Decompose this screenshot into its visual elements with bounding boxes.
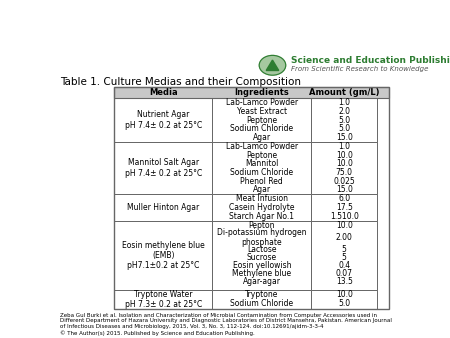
Circle shape <box>259 55 286 75</box>
Text: Peptone: Peptone <box>246 116 277 125</box>
Text: Agar-agar: Agar-agar <box>243 277 281 286</box>
Text: Casein Hydrolyte: Casein Hydrolyte <box>229 203 295 212</box>
Text: Yeast Extract: Yeast Extract <box>237 107 287 116</box>
Bar <box>212 194 311 221</box>
Text: 5: 5 <box>342 245 346 254</box>
Bar <box>311 221 377 290</box>
Text: 10.0: 10.0 <box>336 290 353 299</box>
Text: Di-potassium hydrogen
phosphate: Di-potassium hydrogen phosphate <box>217 228 306 247</box>
Text: Phenol Red: Phenol Red <box>240 176 283 186</box>
Text: 10.0: 10.0 <box>336 159 353 168</box>
Text: Tryptone: Tryptone <box>245 290 279 299</box>
Text: 2.0: 2.0 <box>338 107 350 116</box>
Text: Sodium Chloride: Sodium Chloride <box>230 168 293 177</box>
Text: 5.0: 5.0 <box>338 299 350 309</box>
Text: Peptone: Peptone <box>246 150 277 160</box>
Text: Media: Media <box>149 88 177 97</box>
Bar <box>114 194 212 221</box>
Text: 5.0: 5.0 <box>338 124 350 134</box>
Text: Sodium Chloride: Sodium Chloride <box>230 299 293 309</box>
Text: Lab-Lamco Powder: Lab-Lamco Powder <box>226 98 298 107</box>
Text: 0.025: 0.025 <box>333 176 355 186</box>
Text: Eosin methylene blue
(EMB)
pH7.1±0.2 at 25°C: Eosin methylene blue (EMB) pH7.1±0.2 at … <box>122 241 204 270</box>
Text: 0.07: 0.07 <box>336 269 353 278</box>
Text: 1.510.0: 1.510.0 <box>330 212 359 221</box>
Bar <box>114 98 212 142</box>
Text: 5: 5 <box>342 253 346 262</box>
Text: Nutrient Agar
pH 7.4± 0.2 at 25°C: Nutrient Agar pH 7.4± 0.2 at 25°C <box>125 111 202 130</box>
Bar <box>114 88 389 309</box>
Text: 17.5: 17.5 <box>336 203 353 212</box>
Text: Starch Agar No.1: Starch Agar No.1 <box>230 212 294 221</box>
Text: 10.0: 10.0 <box>336 221 353 230</box>
Text: 15.0: 15.0 <box>336 185 353 194</box>
Text: Agar: Agar <box>253 185 271 194</box>
Text: Mannitol: Mannitol <box>245 159 279 168</box>
Bar <box>114 88 389 98</box>
Text: Amount (gm/L): Amount (gm/L) <box>309 88 379 97</box>
Bar <box>212 98 311 142</box>
Bar <box>114 290 212 309</box>
Text: 5.0: 5.0 <box>338 116 350 125</box>
Text: From Scientific Research to Knowledge: From Scientific Research to Knowledge <box>291 66 428 72</box>
Text: Science and Education Publishing: Science and Education Publishing <box>291 56 450 65</box>
Text: 6.0: 6.0 <box>338 194 350 203</box>
Text: 1.0: 1.0 <box>338 142 350 151</box>
Bar <box>114 221 212 290</box>
Bar <box>212 221 311 290</box>
Text: Agar: Agar <box>253 133 271 142</box>
Text: 10.0: 10.0 <box>336 150 353 160</box>
Bar <box>212 142 311 194</box>
Text: 13.5: 13.5 <box>336 277 353 286</box>
Text: Eosin yellowish: Eosin yellowish <box>233 261 291 270</box>
Text: Pepton: Pepton <box>248 221 275 230</box>
Text: 15.0: 15.0 <box>336 133 353 142</box>
Text: Methylene blue: Methylene blue <box>232 269 292 278</box>
Text: Ingredients: Ingredients <box>234 88 289 97</box>
Text: Tryptone Water
pH 7.3± 0.2 at 25°C: Tryptone Water pH 7.3± 0.2 at 25°C <box>125 290 202 309</box>
Text: Mannitol Salt Agar
pH 7.4± 0.2 at 25°C: Mannitol Salt Agar pH 7.4± 0.2 at 25°C <box>125 159 202 178</box>
Text: Meat Infusion: Meat Infusion <box>236 194 288 203</box>
Text: Table 1. Culture Medias and their Composition: Table 1. Culture Medias and their Compos… <box>60 77 301 87</box>
Text: 0.4: 0.4 <box>338 261 350 270</box>
Text: Lab-Lamco Powder: Lab-Lamco Powder <box>226 142 298 151</box>
Bar <box>114 142 212 194</box>
Text: 75.0: 75.0 <box>336 168 353 177</box>
Text: 1.0: 1.0 <box>338 98 350 107</box>
Text: 2.00: 2.00 <box>336 233 353 242</box>
Text: Sucrose: Sucrose <box>247 253 277 262</box>
Bar <box>311 194 377 221</box>
Bar <box>311 98 377 142</box>
Bar <box>311 290 377 309</box>
Bar <box>212 290 311 309</box>
Text: Zeba Gul Burki et al. Isolation and Characterization of Microbial Contamination : Zeba Gul Burki et al. Isolation and Char… <box>60 313 392 336</box>
Text: Sodium Chloride: Sodium Chloride <box>230 124 293 134</box>
Text: Lactose: Lactose <box>247 245 277 254</box>
Polygon shape <box>266 60 279 71</box>
Text: Muller Hinton Agar: Muller Hinton Agar <box>127 203 199 212</box>
Bar <box>311 142 377 194</box>
